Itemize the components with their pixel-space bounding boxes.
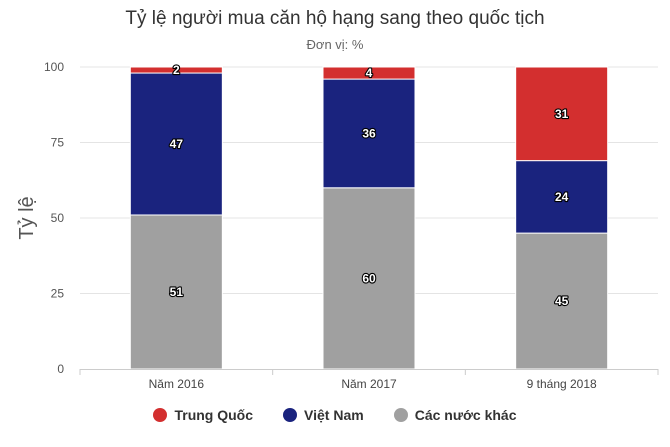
data-labels: 51 47 2 60 36 4 45 24 31 — [169, 62, 570, 309]
legend-label: Trung Quốc — [174, 407, 254, 423]
data-label: 2 — [173, 63, 180, 77]
legend-marker-icon — [393, 408, 408, 422]
chart-title: Tỷ lệ người mua căn hộ hạng sang theo qu… — [125, 8, 545, 29]
legend-item[interactable]: Trung Quốc — [153, 407, 253, 423]
legend: Trung Quốc Việt Nam Các nước khác — [0, 407, 670, 423]
y-axis-ticks: 0 25 50 75 100 — [44, 60, 64, 376]
bar-segment — [129, 72, 223, 216]
bar-segment — [322, 66, 416, 80]
y-tick-label: 100 — [44, 60, 64, 74]
legend-label: Các nước khác — [414, 407, 517, 423]
bars — [129, 66, 609, 370]
bar-segment — [515, 232, 609, 370]
chart-subtitle: Đơn vị: % — [306, 37, 364, 52]
x-tick-label: Năm 2016 — [149, 377, 205, 391]
legend-marker-icon — [153, 408, 168, 422]
legend-item[interactable]: Các nước khác — [393, 407, 517, 423]
bar-segment — [129, 66, 223, 74]
x-tick-label: Năm 2017 — [341, 377, 397, 391]
x-tick-label: 9 tháng 2018 — [527, 377, 597, 391]
data-label: 36 — [362, 126, 376, 140]
bar-segment — [515, 66, 609, 162]
data-label: 4 — [366, 66, 373, 80]
x-axis: Năm 2016 Năm 2017 9 tháng 2018 — [79, 369, 659, 391]
y-tick-label: 75 — [51, 136, 65, 150]
data-label: 24 — [555, 190, 569, 204]
bar-segment — [322, 78, 416, 189]
y-axis-label: Tỷ lệ — [16, 196, 38, 239]
data-label: 51 — [170, 285, 184, 299]
y-tick-label: 50 — [51, 211, 65, 225]
data-label: 31 — [555, 107, 569, 121]
data-label: 60 — [362, 271, 376, 285]
legend-item[interactable]: Việt Nam — [283, 407, 364, 423]
y-tick-label: 25 — [51, 287, 65, 301]
data-label: 47 — [170, 137, 184, 151]
bar-segment — [515, 160, 609, 234]
y-tick-label: 0 — [57, 362, 64, 376]
legend-label: Việt Nam — [304, 407, 364, 423]
legend-marker-icon — [283, 408, 298, 422]
data-label: 45 — [555, 294, 569, 308]
